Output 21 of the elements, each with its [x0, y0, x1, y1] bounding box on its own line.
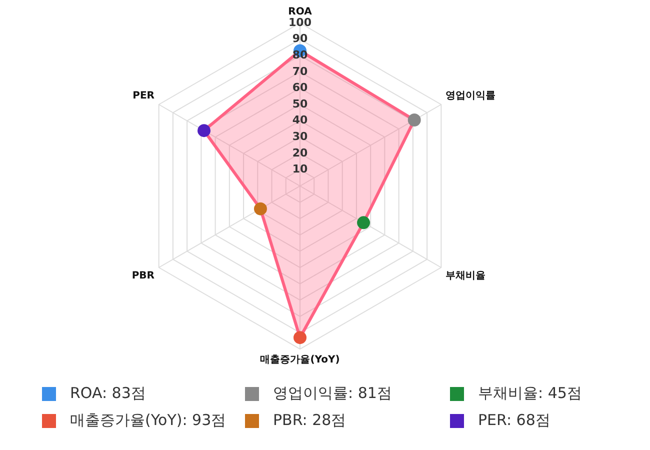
text: 부채비율: 45점	[478, 384, 582, 403]
y-tick-label: 70	[292, 64, 308, 78]
y-tick-label: 40	[292, 114, 308, 127]
spoke-label: ROA	[288, 6, 312, 18]
text: PER: 68점	[478, 411, 550, 430]
text: PBR: 28점	[273, 411, 346, 430]
spoke-label: 부채비율	[445, 270, 486, 282]
spoke-label: 매출증가율(YoY)	[260, 354, 340, 366]
spoke-label: PER	[132, 90, 155, 102]
text: ROA: 83점	[70, 384, 146, 403]
y-tick-label: 90	[292, 32, 308, 46]
y-tick-label: 30	[292, 130, 308, 143]
y-tick-label: 100	[288, 16, 312, 29]
spoke-label: 영업이익률	[445, 90, 496, 102]
spoke-label: PBR	[132, 270, 155, 282]
y-tick-label: 50	[292, 97, 308, 110]
text: 영업이익률: 81점	[273, 384, 392, 403]
y-tick-label: 20	[292, 146, 308, 160]
text: 매출증가율(YoY): 93점	[70, 411, 226, 430]
y-tick-label: 10	[292, 162, 308, 176]
y-tick-label: 60	[292, 81, 308, 94]
